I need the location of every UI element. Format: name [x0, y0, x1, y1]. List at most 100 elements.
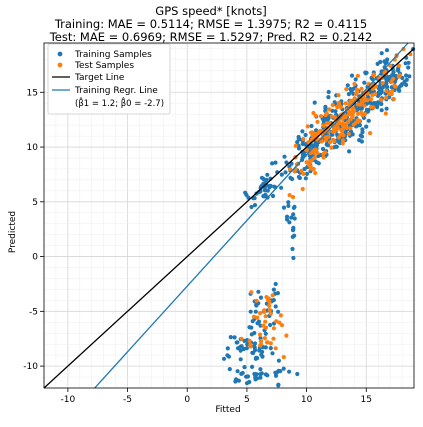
- training-sample-point: [303, 176, 308, 181]
- training-sample-point: [295, 371, 300, 377]
- training-sample-point: [300, 129, 305, 134]
- legend-sublabel-regression: (β̂1 = 1.2; β̂0 = -2.7): [75, 96, 164, 109]
- training-sample-point: [283, 170, 288, 175]
- test-sample-point: [343, 101, 348, 106]
- test-sample-point: [278, 313, 283, 318]
- test-sample-point: [341, 138, 346, 143]
- test-sample-point: [290, 195, 296, 200]
- test-sample-point: [271, 336, 276, 341]
- training-sample-point: [289, 215, 294, 220]
- test-sample-point: [301, 136, 306, 141]
- training-sample-point: [375, 105, 380, 110]
- test-sample-point: [267, 303, 272, 308]
- training-sample-point: [379, 101, 384, 107]
- training-sample-point: [284, 160, 289, 165]
- training-sample-point: [265, 172, 270, 177]
- test-sample-point: [383, 111, 388, 116]
- chart-subtitle-training: Training: MAE = 0.5114; RMSE = 1.3975; R…: [54, 17, 367, 31]
- training-sample-point: [235, 346, 241, 351]
- test-sample-point: [273, 346, 278, 351]
- test-sample-point: [308, 166, 313, 171]
- training-sample-point: [262, 194, 267, 199]
- training-sample-point: [403, 61, 408, 66]
- test-sample-point: [389, 92, 394, 97]
- test-sample-point: [359, 110, 364, 115]
- test-sample-point: [340, 121, 345, 126]
- legend-label-target: Target Line: [74, 73, 125, 83]
- training-sample-point: [263, 372, 268, 377]
- training-sample-point: [232, 335, 237, 340]
- test-sample-point: [327, 107, 332, 112]
- training-sample-point: [258, 367, 263, 372]
- test-sample-point: [251, 314, 257, 319]
- test-sample-point: [258, 338, 264, 344]
- training-sample-point: [312, 100, 317, 105]
- training-sample-point: [276, 358, 281, 363]
- test-sample-point: [391, 76, 396, 81]
- test-sample-point: [262, 336, 267, 341]
- test-sample-point: [329, 145, 334, 150]
- x-tick-label: 15: [361, 395, 372, 405]
- test-sample-point: [270, 293, 275, 298]
- training-sample-point: [279, 185, 284, 190]
- test-sample-point: [239, 336, 244, 341]
- test-sample-point: [321, 155, 326, 160]
- y-tick-label: -10: [23, 362, 38, 372]
- test-sample-point: [354, 87, 359, 92]
- training-sample-point: [353, 77, 358, 82]
- training-sample-point: [250, 350, 255, 355]
- training-sample-point: [296, 174, 301, 180]
- legend-label-training: Training Samples: [74, 50, 152, 60]
- y-tick-label: 10: [27, 143, 39, 153]
- training-sample-point: [258, 372, 263, 377]
- test-sample-point: [312, 150, 317, 156]
- training-sample-point: [309, 123, 314, 129]
- training-sample-point: [245, 342, 250, 347]
- scatter-points: [221, 46, 416, 388]
- test-sample-point: [264, 340, 270, 345]
- training-sample-point: [326, 89, 331, 95]
- training-sample-point: [252, 203, 258, 208]
- test-sample-point: [271, 326, 276, 331]
- test-sample-point: [359, 86, 364, 91]
- test-sample-point: [339, 128, 344, 133]
- training-sample-point: [270, 161, 275, 166]
- x-tick-label: 10: [301, 395, 313, 405]
- training-sample-point: [238, 357, 243, 362]
- training-sample-point: [292, 216, 297, 221]
- test-sample-point: [355, 73, 360, 78]
- training-sample-point: [270, 193, 276, 199]
- test-sample-point: [249, 290, 254, 295]
- training-sample-point: [256, 289, 261, 294]
- test-sample-point: [267, 308, 272, 313]
- training-sample-point: [273, 304, 278, 309]
- training-sample-point: [281, 366, 286, 371]
- training-sample-point: [384, 83, 389, 89]
- test-sample-point: [344, 87, 349, 92]
- test-sample-point: [313, 147, 318, 152]
- training-sample-point: [253, 309, 258, 314]
- legend-marker-test: [57, 62, 63, 68]
- legend-label-regression: Training Regr. Line: [74, 86, 158, 96]
- training-sample-point: [238, 348, 243, 353]
- test-sample-point: [258, 343, 263, 348]
- x-tick-label: -5: [123, 395, 132, 405]
- training-sample-point: [287, 220, 292, 225]
- test-sample-point: [247, 338, 252, 343]
- training-sample-point: [254, 303, 259, 308]
- training-sample-point: [221, 356, 227, 361]
- test-sample-point: [309, 158, 314, 163]
- training-sample-point: [300, 155, 305, 161]
- training-sample-point: [364, 124, 369, 129]
- training-sample-point: [263, 345, 268, 350]
- test-sample-point: [321, 151, 326, 157]
- test-sample-point: [301, 171, 306, 176]
- test-sample-point: [330, 102, 335, 108]
- axes: -10 -5 0 5 10 15 -10 -5 0 5 10 15: [23, 42, 415, 405]
- training-sample-point: [250, 364, 255, 369]
- legend-marker-training: [57, 51, 63, 57]
- test-sample-point: [279, 323, 285, 328]
- test-sample-point: [267, 299, 272, 304]
- training-sample-point: [290, 246, 295, 252]
